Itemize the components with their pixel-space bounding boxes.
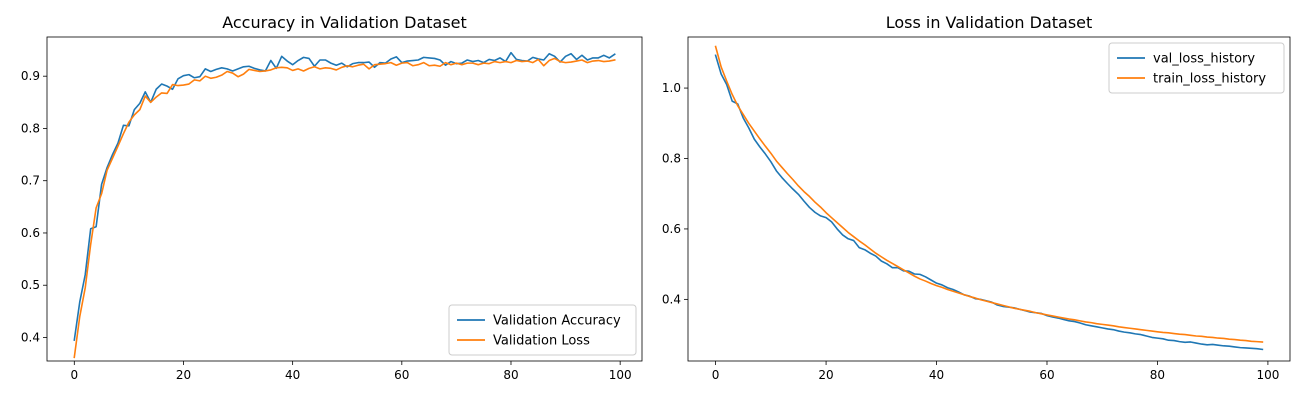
axes-frame — [46, 36, 643, 362]
legend: Validation Accuracy Validation Loss — [448, 304, 637, 356]
x-tick-label: 20 — [818, 368, 833, 382]
y-tick-label: 1.0 — [662, 81, 681, 95]
x-tick-label: 40 — [929, 368, 944, 382]
x-tick-label: 40 — [285, 368, 300, 382]
x-tick-label: 60 — [394, 368, 409, 382]
y-tick-label: 0.8 — [662, 152, 681, 166]
y-tick-label: 0.6 — [21, 226, 40, 240]
x-tick-label: 20 — [176, 368, 191, 382]
x-tick-label: 0 — [70, 368, 78, 382]
x-tick-label: 100 — [609, 368, 632, 382]
legend-label: val_loss_history — [1153, 52, 1255, 67]
x-tick-label: 100 — [1256, 368, 1279, 382]
chart-1: Accuracy in Validation Dataset 0 20 40 60 80 1… — [21, 13, 643, 382]
legend-box — [1108, 42, 1285, 94]
y-tick-label: 0.5 — [21, 278, 40, 292]
x-tick-label: 80 — [1150, 368, 1165, 382]
legend-label: Validation Accuracy — [493, 314, 621, 329]
y-tick-label: 0.7 — [21, 174, 40, 188]
series-line-train-loss-history — [714, 45, 1264, 343]
x-tick-label: 80 — [503, 368, 518, 382]
series-line-val-loss-history — [714, 54, 1264, 351]
y-tick-label: 0.6 — [662, 222, 681, 236]
y-tick-label: 0.4 — [21, 330, 40, 344]
legend: val_loss_history train_loss_history — [1108, 42, 1285, 94]
y-tick-label: 0.8 — [21, 121, 40, 135]
y-tick-label: 0.4 — [662, 292, 681, 306]
y-tick-label: 0.9 — [21, 69, 40, 83]
series-line-validation-accuracy — [73, 51, 616, 342]
legend-box — [448, 304, 637, 356]
chart-title: Loss in Validation Dataset — [886, 13, 1093, 32]
legend-label: train_loss_history — [1153, 72, 1266, 87]
x-tick-label: 60 — [1039, 368, 1054, 382]
legend-label: Validation Loss — [493, 334, 590, 349]
x-tick-label: 0 — [712, 368, 720, 382]
chart-2: Loss in Validation Dataset 0 20 40 60 80 100 0.… — [662, 13, 1291, 382]
chart-title: Accuracy in Validation Dataset — [222, 13, 467, 32]
axes-frame — [687, 36, 1291, 362]
series-line-validation-loss — [73, 57, 616, 359]
